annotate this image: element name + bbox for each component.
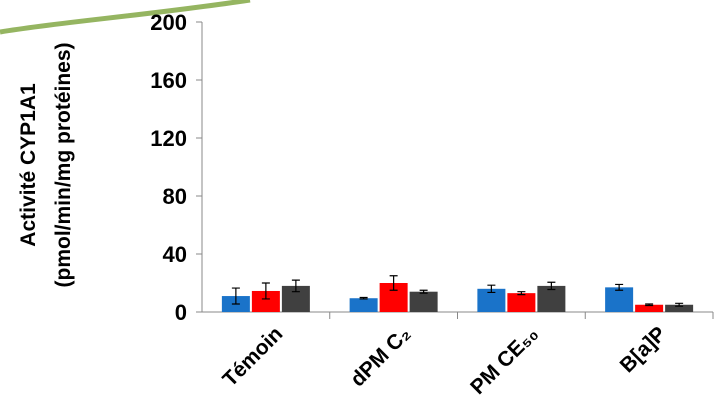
y-tick-label: 0 bbox=[175, 300, 187, 325]
bar bbox=[507, 293, 535, 312]
y-tick-label: 200 bbox=[150, 10, 187, 35]
decor-curve bbox=[0, 0, 250, 32]
x-tick-label: dPM C₂ bbox=[346, 322, 415, 391]
bar bbox=[605, 287, 633, 312]
y-tick-label: 40 bbox=[163, 242, 187, 267]
y-axis-label: Activité CYP1A1 bbox=[17, 83, 40, 247]
bar bbox=[350, 298, 378, 312]
y-axis-label: (pmol/min/mg protéines) bbox=[52, 42, 75, 287]
chart: Activité CYP1A1 (pmol/min/mg protéines) … bbox=[0, 0, 714, 413]
y-tick-label: 80 bbox=[163, 184, 187, 209]
x-tick-label: Témoin bbox=[218, 322, 287, 391]
bar bbox=[410, 292, 438, 312]
x-tick-label: PM CE₅₀ bbox=[466, 322, 543, 399]
y-tick-label: 160 bbox=[150, 68, 187, 93]
x-tick-label: B[a]P bbox=[616, 322, 671, 377]
y-tick-label: 120 bbox=[150, 126, 187, 151]
